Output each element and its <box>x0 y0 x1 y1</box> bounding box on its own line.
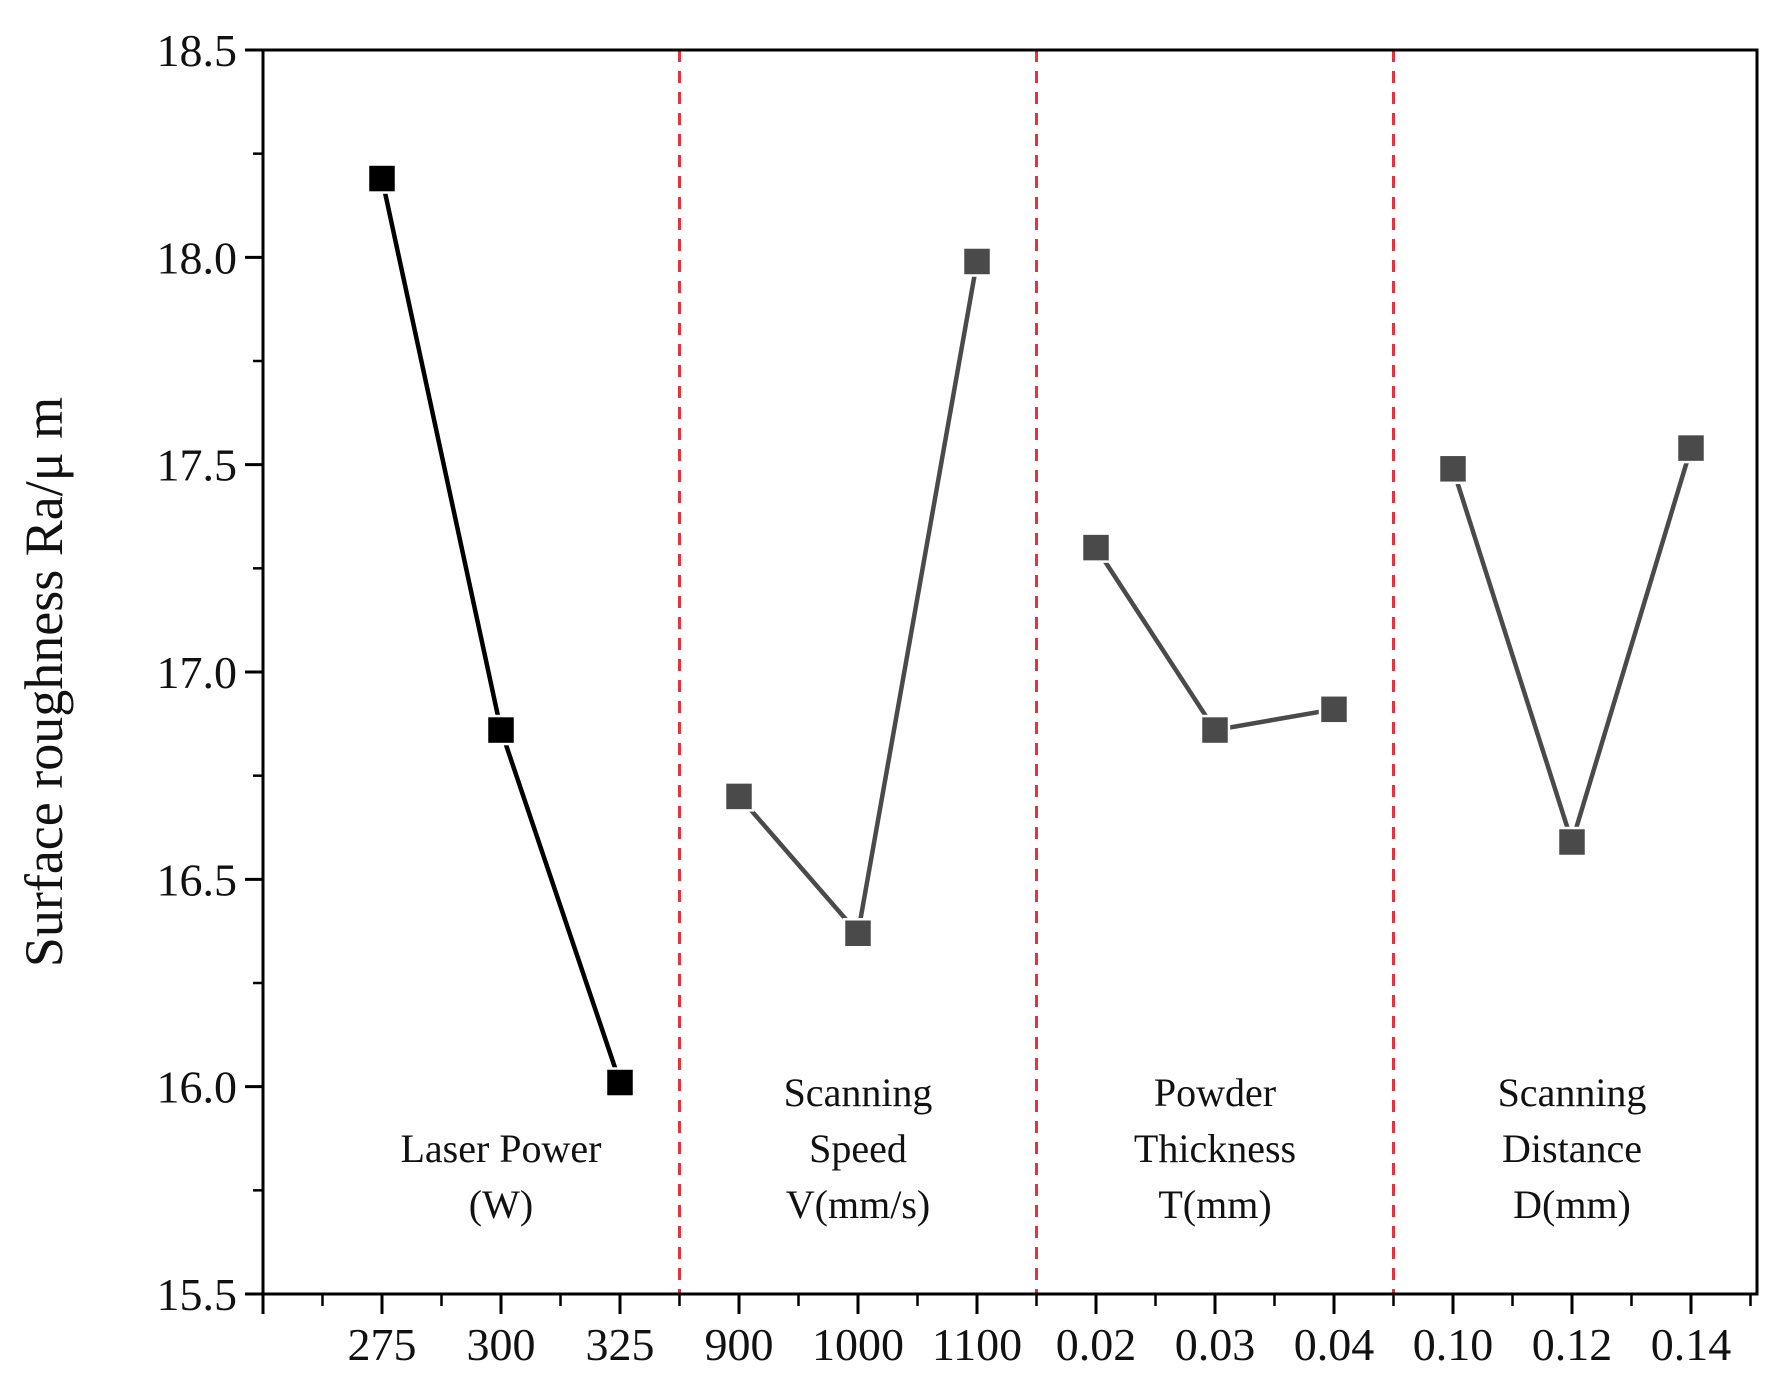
data-point <box>485 714 517 746</box>
data-point <box>723 781 755 812</box>
series-line <box>379 178 623 1084</box>
series-line <box>1450 447 1694 845</box>
axes: 15.5 16.0 16.5 17.0 17.5 18.0 18.5 275 300 325 900… <box>157 25 1759 1370</box>
x-tick-label: 0.04 <box>1294 1319 1375 1370</box>
x-tick-label: 0.10 <box>1413 1319 1494 1370</box>
x-tick-label: 900 <box>705 1319 774 1370</box>
series <box>366 163 1707 1098</box>
group-label-line: Speed <box>809 1126 907 1171</box>
group-label-line: Thickness <box>1134 1126 1296 1171</box>
group-separators <box>678 50 1395 1294</box>
group-labels: Laser Power (W) Scanning Speed V(mm/s) Powder… <box>400 1070 1646 1227</box>
y-tick-label: 18.5 <box>157 25 238 76</box>
data-point <box>1675 432 1707 464</box>
x-tick-label: 1000 <box>812 1319 904 1370</box>
y-tick-label: 17.5 <box>157 440 238 491</box>
group-label-line: T(mm) <box>1158 1182 1271 1227</box>
series-line <box>737 261 980 936</box>
x-tick-label: 300 <box>467 1319 536 1370</box>
data-point <box>1080 532 1112 563</box>
x-tick-label: 275 <box>348 1319 417 1370</box>
x-tick-label: 0.03 <box>1175 1319 1256 1370</box>
y-tick-label: 16.0 <box>157 1062 238 1113</box>
data-point <box>366 163 398 194</box>
y-tick-label: 16.5 <box>157 854 238 905</box>
group-label-line: V(mm/s) <box>786 1182 930 1227</box>
data-point <box>842 917 874 949</box>
group-label-line: Powder <box>1154 1070 1276 1115</box>
group-label-line: Laser Power <box>400 1126 601 1171</box>
group-label-line: D(mm) <box>1513 1182 1631 1227</box>
data-point <box>604 1067 636 1098</box>
group-label-line: (W) <box>469 1182 533 1227</box>
group-label-line: Distance <box>1502 1126 1642 1171</box>
y-tick-label: 17.0 <box>157 647 238 698</box>
y-axis-title: Surface roughness Ra/μ m <box>14 397 74 967</box>
data-point <box>961 246 993 277</box>
x-tick-label: 325 <box>586 1319 655 1370</box>
x-tick-label: 1100 <box>932 1319 1022 1370</box>
group-label-line: Scanning <box>1498 1070 1647 1115</box>
series-line <box>1094 546 1335 733</box>
group-label-line: Scanning <box>784 1070 933 1115</box>
data-point <box>1199 714 1231 746</box>
data-point <box>1318 694 1350 725</box>
data-point <box>1437 453 1469 485</box>
data-point <box>1556 826 1588 858</box>
x-tick-label: 0.14 <box>1651 1319 1732 1370</box>
y-tick-label: 15.5 <box>157 1269 238 1320</box>
y-tick-label: 18.0 <box>157 232 238 283</box>
x-tick-label: 0.12 <box>1532 1319 1613 1370</box>
x-tick-label: 0.02 <box>1056 1319 1137 1370</box>
